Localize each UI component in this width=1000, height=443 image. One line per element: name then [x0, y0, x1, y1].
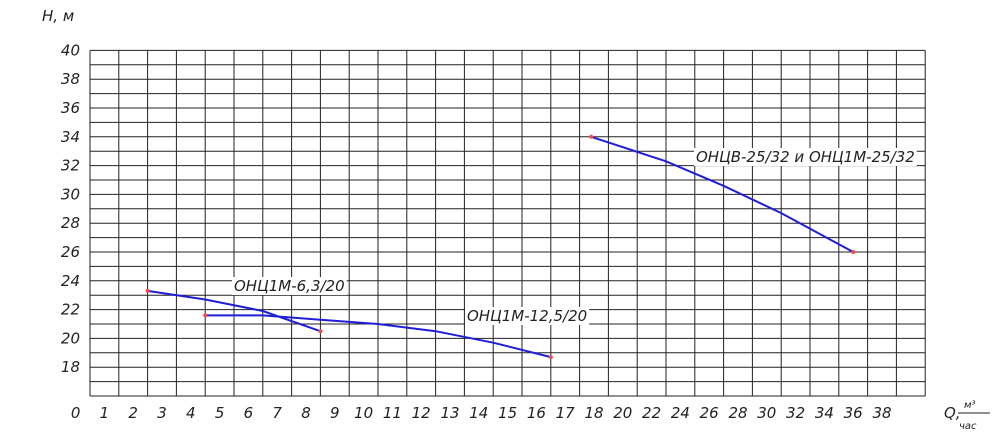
x-tick-label: 18	[584, 404, 603, 422]
series-label-background	[232, 277, 347, 295]
x-axis-unit-denominator: час	[959, 421, 977, 432]
x-tick-label: 34	[815, 404, 834, 422]
y-tick-labels: 18 20 22 24 26 28 30 32 34 36 38 40	[61, 41, 80, 376]
x-tick-label: 20	[613, 404, 632, 422]
x-axis-unit-numerator: м³	[964, 400, 976, 411]
y-tick-label: 18	[61, 358, 80, 376]
x-tick-label: 15	[498, 404, 517, 422]
x-tick-label: 16	[527, 404, 546, 422]
series-labels: ОНЦ1М-6,3/20 ОНЦ1М-12,5/20 ОНЦВ-25/32 и ОН…	[232, 148, 917, 325]
x-tick-label: 3	[157, 404, 167, 422]
series-label: ОНЦВ-25/32 и ОНЦ1М-25/32	[696, 148, 915, 166]
y-axis-label: Н, м	[42, 7, 74, 25]
x-tick-label: 2	[128, 404, 138, 422]
y-tick-label: 32	[61, 157, 80, 175]
series-line	[590, 135, 854, 253]
x-tick-label: 36	[844, 404, 863, 422]
x-tick-label: 32	[786, 404, 805, 422]
x-tick-label: 30	[757, 404, 776, 422]
x-tick-label: 4	[186, 404, 196, 422]
x-tick-label: 9	[330, 404, 340, 422]
series-endpoint-marker	[203, 313, 208, 318]
x-tick-label: 10	[354, 404, 373, 422]
series-endpoint-marker	[851, 250, 856, 254]
x-tick-label: 7	[272, 404, 282, 422]
x-tick-label: 14	[469, 404, 488, 422]
x-tick-label: 8	[301, 404, 311, 422]
series-label-background	[465, 307, 590, 325]
y-tick-label: 20	[61, 329, 80, 347]
series-line	[147, 289, 321, 333]
y-tick-label: 34	[61, 128, 80, 146]
series	[145, 134, 856, 360]
series-endpoint-marker	[318, 329, 323, 334]
x-axis-label: Q,	[944, 404, 961, 422]
x-tick-label: 38	[872, 404, 891, 422]
y-tick-label: 26	[61, 243, 80, 261]
x-tick-label: 28	[728, 404, 747, 422]
y-tick-label: 22	[61, 301, 80, 319]
x-tick-label: 11	[383, 404, 402, 422]
x-tick-label: 22	[642, 404, 661, 422]
y-tick-label: 36	[61, 99, 80, 117]
y-tick-label: 40	[61, 41, 80, 59]
x-tick-label: 17	[556, 404, 576, 422]
series-endpoint-marker	[145, 288, 150, 293]
x-tick-label: 12	[412, 404, 431, 422]
x-tick-label: 1	[100, 404, 110, 422]
y-tick-label: 38	[61, 70, 80, 88]
y-tick-label: 30	[61, 185, 80, 203]
x-tick-labels: 0 1 2 3 4 5 6 7 8 9 10 11 12 13 14 15 16 17 18 20 22 24 26 28 30…	[71, 404, 892, 422]
y-tick-label: 28	[61, 214, 80, 232]
series-line	[205, 314, 552, 359]
y-tick-label: 24	[61, 272, 80, 290]
x-tick-label: 5	[215, 404, 225, 422]
x-tick-label: 13	[440, 404, 459, 422]
x-tick-label: 6	[244, 404, 254, 422]
series-label-background	[694, 148, 917, 166]
x-tick-label: 0	[71, 404, 81, 422]
series-endpoint-marker	[589, 134, 594, 139]
series-label: ОНЦ1М-6,3/20	[234, 277, 345, 295]
x-tick-label: 24	[671, 404, 690, 422]
x-tick-label: 26	[700, 404, 719, 422]
series-endpoint-marker	[548, 355, 553, 360]
series-label: ОНЦ1М-12,5/20	[467, 307, 587, 325]
